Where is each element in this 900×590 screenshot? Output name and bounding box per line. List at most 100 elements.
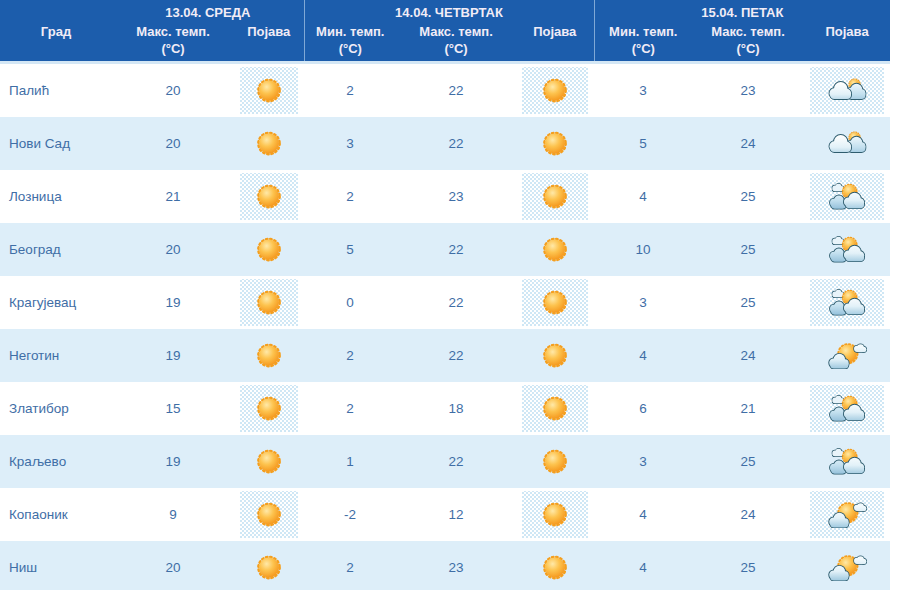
day2-max-temp: 22: [396, 276, 516, 329]
table-row: Београд 20 5 22 10 25: [0, 223, 890, 276]
city-name: Краљево: [0, 435, 112, 488]
table-row: Лозница 21 2 23 4 25: [0, 170, 890, 223]
day2-phenomenon-cell: [516, 170, 594, 223]
sunny-icon: [249, 236, 289, 263]
day1-max-temp: 20: [112, 541, 234, 590]
weather-table: Град 13.04. СРЕДА 14.04. ЧЕТВРТАК 15.04.…: [0, 0, 890, 590]
day2-phenomenon-cell: [516, 117, 594, 170]
col-unit: (°C): [396, 41, 516, 58]
table-row: Краљево 19 1 22 3 25: [0, 435, 890, 488]
day3-phenomenon-cell: [804, 382, 890, 435]
day2-min-temp: 2: [304, 329, 396, 382]
sunny-icon: [535, 395, 575, 422]
day3-max-temp: 24: [692, 488, 804, 541]
day3-phenomenon-cell: [804, 63, 890, 118]
column-header-row: Макс. темп.(°C) Појава Мин. темп.(°C) Ма…: [0, 23, 890, 63]
day2-min-temp: 3: [304, 117, 396, 170]
day3-max-temp: 23: [692, 63, 804, 118]
weather-forecast-page: Град 13.04. СРЕДА 14.04. ЧЕТВРТАК 15.04.…: [0, 0, 900, 590]
day2-phenomenon-cell: [516, 276, 594, 329]
day1-max-temp-header: Макс. темп.(°C): [112, 23, 234, 63]
sunny-icon: [249, 77, 289, 104]
day1-max-temp: 19: [112, 276, 234, 329]
day2-phenomenon-cell: [516, 63, 594, 118]
day2-max-temp: 22: [396, 329, 516, 382]
day2-max-temp: 23: [396, 170, 516, 223]
day3-date-header: 15.04. ПЕТАК: [594, 0, 890, 23]
col-label: Појава: [234, 24, 304, 41]
sunny-icon: [249, 130, 289, 157]
day3-min-temp: 3: [594, 63, 692, 118]
sunny-icon: [249, 342, 289, 369]
day1-phenomenon-cell: [234, 223, 304, 276]
day2-max-temp: 22: [396, 223, 516, 276]
day1-max-temp: 19: [112, 329, 234, 382]
day1-phenomenon-cell: [234, 382, 304, 435]
table-body: Палић 20 2 22 3 23 Нови Сад 20 3 22 5 24: [0, 63, 890, 590]
day3-min-temp: 4: [594, 488, 692, 541]
sunny-icon: [535, 342, 575, 369]
day2-date-header: 14.04. ЧЕТВРТАК: [304, 0, 594, 23]
sunny-icon: [535, 289, 575, 316]
day3-max-temp: 21: [692, 382, 804, 435]
day3-min-temp: 4: [594, 329, 692, 382]
day2-phenomenon-cell: [516, 382, 594, 435]
col-label: Макс. темп.: [692, 24, 804, 41]
table-row: Златибор 15 2 18 6 21: [0, 382, 890, 435]
mostly-sunny-icon: [827, 501, 867, 528]
sunny-icon: [249, 183, 289, 210]
sunny-icon: [535, 77, 575, 104]
day3-max-temp: 25: [692, 541, 804, 590]
day3-min-temp: 3: [594, 435, 692, 488]
city-name: Копаоник: [0, 488, 112, 541]
sunny-icon: [535, 183, 575, 210]
day3-phenomenon-header: Појава: [804, 23, 890, 63]
col-label: Појава: [516, 24, 594, 41]
day3-phenomenon-cell: [804, 435, 890, 488]
city-name: Крагујевац: [0, 276, 112, 329]
city-name: Нови Сад: [0, 117, 112, 170]
day1-max-temp: 9: [112, 488, 234, 541]
city-column-header: Град: [0, 0, 112, 63]
day1-max-temp: 15: [112, 382, 234, 435]
partly-cloudy-icon: [827, 183, 867, 210]
sunny-icon: [249, 554, 289, 581]
day3-min-temp-header: Мин. темп.(°C): [594, 23, 692, 63]
col-unit: (°C): [595, 41, 693, 58]
sunny-icon: [535, 130, 575, 157]
partly-cloudy-icon: [827, 395, 867, 422]
day1-max-temp: 20: [112, 117, 234, 170]
day2-min-temp: 2: [304, 63, 396, 118]
partly-cloudy-icon: [827, 289, 867, 316]
day3-phenomenon-cell: [804, 276, 890, 329]
day2-min-temp: 2: [304, 382, 396, 435]
sunny-icon: [535, 236, 575, 263]
city-name: Неготин: [0, 329, 112, 382]
city-name: Златибор: [0, 382, 112, 435]
mostly-sunny-icon: [827, 554, 867, 581]
day1-phenomenon-header: Појава: [234, 23, 304, 63]
table-header: Град 13.04. СРЕДА 14.04. ЧЕТВРТАК 15.04.…: [0, 0, 890, 63]
col-unit: (°C): [305, 41, 397, 58]
day1-phenomenon-cell: [234, 329, 304, 382]
table-row: Крагујевац 19 0 22 3 25: [0, 276, 890, 329]
day1-max-temp: 19: [112, 435, 234, 488]
day2-min-temp-header: Мин. темп.(°C): [304, 23, 396, 63]
sunny-icon: [249, 289, 289, 316]
day3-phenomenon-cell: [804, 488, 890, 541]
col-label: Макс. темп.: [396, 24, 516, 41]
day2-min-temp: -2: [304, 488, 396, 541]
sunny-icon: [535, 501, 575, 528]
partly-cloudy-icon: [827, 236, 867, 263]
mostly-cloudy-icon: [827, 77, 867, 104]
day1-phenomenon-cell: [234, 541, 304, 590]
day3-max-temp: 24: [692, 117, 804, 170]
day3-min-temp: 4: [594, 170, 692, 223]
day3-min-temp: 5: [594, 117, 692, 170]
day1-max-temp: 20: [112, 63, 234, 118]
day3-min-temp: 6: [594, 382, 692, 435]
day2-max-temp: 12: [396, 488, 516, 541]
day3-max-temp: 25: [692, 223, 804, 276]
table-row: Неготин 19 2 22 4 24: [0, 329, 890, 382]
day1-max-temp: 20: [112, 223, 234, 276]
